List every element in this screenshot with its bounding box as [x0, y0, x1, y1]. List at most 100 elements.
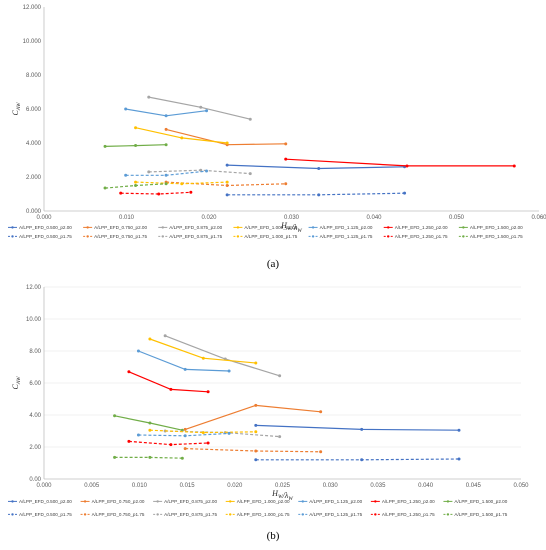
legend-entry: A/LPP_EFD_0.500_p1.75 [8, 234, 72, 239]
legend-entry: A/LPP_EFD_0.875_p2.00 [158, 225, 223, 230]
legend-marker [301, 513, 304, 516]
data-point [457, 457, 461, 461]
series-A/LPP_EFD_0.750_p1.75 [183, 447, 323, 454]
data-point [183, 427, 187, 431]
legend-marker [86, 226, 89, 229]
legend-label: A/LPP_EFD_1.500_p1.75 [454, 512, 507, 517]
data-point [148, 421, 152, 425]
data-point [163, 334, 167, 338]
data-point [164, 173, 168, 177]
series-line [185, 448, 321, 453]
y-tick-label: 10.000 [23, 39, 42, 45]
legend-entry: A/LPP_EFD_0.875_p2.00 [153, 499, 217, 504]
legend-label: A/LPP_EFD_0.750_p2.00 [92, 499, 145, 504]
data-point [278, 435, 282, 439]
series-A/LPP_EFD_0.750_p2.00 [183, 403, 323, 431]
legend-label: A/LPP_EFD_0.750_p2.00 [94, 225, 147, 230]
legend-marker [161, 226, 164, 229]
legend-label: A/LPP_EFD_1.125_p1.75 [309, 512, 362, 517]
x-tick-label: 0.045 [466, 483, 482, 489]
data-point [183, 447, 187, 451]
x-tick-label: 0.050 [513, 483, 529, 489]
series-A/LPP_EFD_1.500_p2.00 [113, 414, 184, 432]
legend-entry: A/LPP_EFD_1.500_p2.00 [458, 225, 523, 230]
legend-label: A/LPP_EFD_0.875_p2.00 [164, 499, 217, 504]
series-A/LPP_EFD_0.500_p1.75 [254, 457, 461, 462]
legend-entry: A/LPP_EFD_1.000_p1.75 [233, 234, 298, 239]
legend-marker [156, 513, 159, 516]
legend-label: A/LPP_EFD_1.500_p1.75 [470, 234, 523, 239]
y-tick-label: 8.000 [26, 73, 42, 79]
series-A/LPP_EFD_1.250_p2.00 [284, 157, 516, 168]
data-point [147, 95, 151, 99]
y-tick-label: 12.00 [26, 285, 42, 291]
data-point [180, 456, 184, 460]
x-tick-label: 0.040 [418, 483, 434, 489]
legend-label: A/LPP_EFD_1.000_p1.75 [237, 512, 290, 517]
data-point [225, 141, 229, 145]
legend-label: A/LPP_EFD_1.125_p2.00 [320, 225, 373, 230]
series-A/LPP_EFD_0.875_p2.00 [163, 334, 282, 378]
data-point [254, 458, 258, 462]
series-A/LPP_EFD_1.000_p1.75 [148, 428, 258, 435]
legend-marker [11, 513, 14, 516]
legend-entry: A/LPP_EFD_1.000_p2.00 [225, 499, 290, 504]
data-point [248, 172, 252, 176]
legend-entry: A/LPP_EFD_1.250_p2.00 [383, 225, 448, 230]
data-point [254, 361, 258, 365]
series-line [138, 350, 230, 372]
data-point [134, 184, 138, 187]
legend-label: A/LPP_EFD_1.500_p2.00 [470, 225, 523, 230]
data-point [278, 374, 282, 378]
x-tick-label: 0.000 [36, 215, 52, 221]
data-point [189, 190, 193, 194]
legend-marker [374, 500, 377, 503]
data-point [127, 370, 131, 374]
data-point [254, 423, 258, 427]
legend-marker [387, 235, 390, 238]
series-A/LPP_EFD_1.000_p2.00 [134, 126, 229, 145]
legend-entry: A/LPP_EFD_1.125_p2.00 [308, 225, 373, 230]
x-tick-label: 0.060 [531, 215, 546, 221]
series-A/LPP_EFD_1.125_p1.75 [124, 169, 209, 177]
data-point [248, 117, 252, 121]
legend-marker [156, 500, 159, 503]
series-A/LPP_EFD_0.875_p2.00 [147, 95, 252, 121]
legend-marker [83, 513, 87, 516]
legend-label: A/LPP_EFD_0.875_p2.00 [169, 225, 222, 230]
legend-label: A/LPP_EFD_1.250_p2.00 [395, 225, 448, 230]
data-point [164, 127, 168, 131]
legend-marker [374, 513, 377, 516]
panel-label: (a) [267, 258, 280, 270]
data-point [164, 114, 168, 118]
series-line [255, 424, 460, 431]
legend-entry: A/LPP_EFD_0.500_p2.00 [8, 225, 72, 230]
legend-entry: A/LPP_EFD_1.000_p1.75 [225, 512, 290, 517]
legend-marker [462, 235, 465, 238]
legend-label: A/LPP_EFD_1.000_p2.00 [237, 499, 290, 504]
legend-marker [446, 500, 450, 503]
series-A/LPP_EFD_0.500_p1.75 [225, 191, 407, 197]
legend-label: A/LPP_EFD_1.500_p2.00 [454, 499, 507, 504]
data-point [136, 433, 140, 437]
legend-entry: A/LPP_EFD_1.250_p1.75 [383, 234, 448, 239]
legend-entry: A/LPP_EFD_0.500_p1.75 [8, 512, 72, 517]
series-line [227, 192, 405, 196]
data-point [360, 458, 364, 462]
series-line [255, 458, 460, 461]
series-A/LPP_EFD_1.500_p2.00 [103, 143, 168, 148]
legend-marker [11, 226, 14, 229]
legend-entry: A/LPP_EFD_0.750_p2.00 [83, 225, 147, 230]
legend-label: A/LPP_EFD_0.500_p1.75 [19, 234, 72, 239]
y-tick-label: 8.00 [29, 349, 41, 355]
series-line [227, 164, 405, 170]
y-tick-label: 0.000 [26, 209, 42, 215]
data-point [225, 180, 229, 184]
legend-label: A/LPP_EFD_1.250_p2.00 [382, 499, 435, 504]
series-A/LPP_EFD_1.250_p1.75 [119, 190, 193, 196]
x-tick-label: 0.030 [323, 483, 339, 489]
data-point [180, 136, 184, 140]
series-line [128, 440, 209, 446]
x-tick-label: 0.005 [84, 483, 100, 489]
